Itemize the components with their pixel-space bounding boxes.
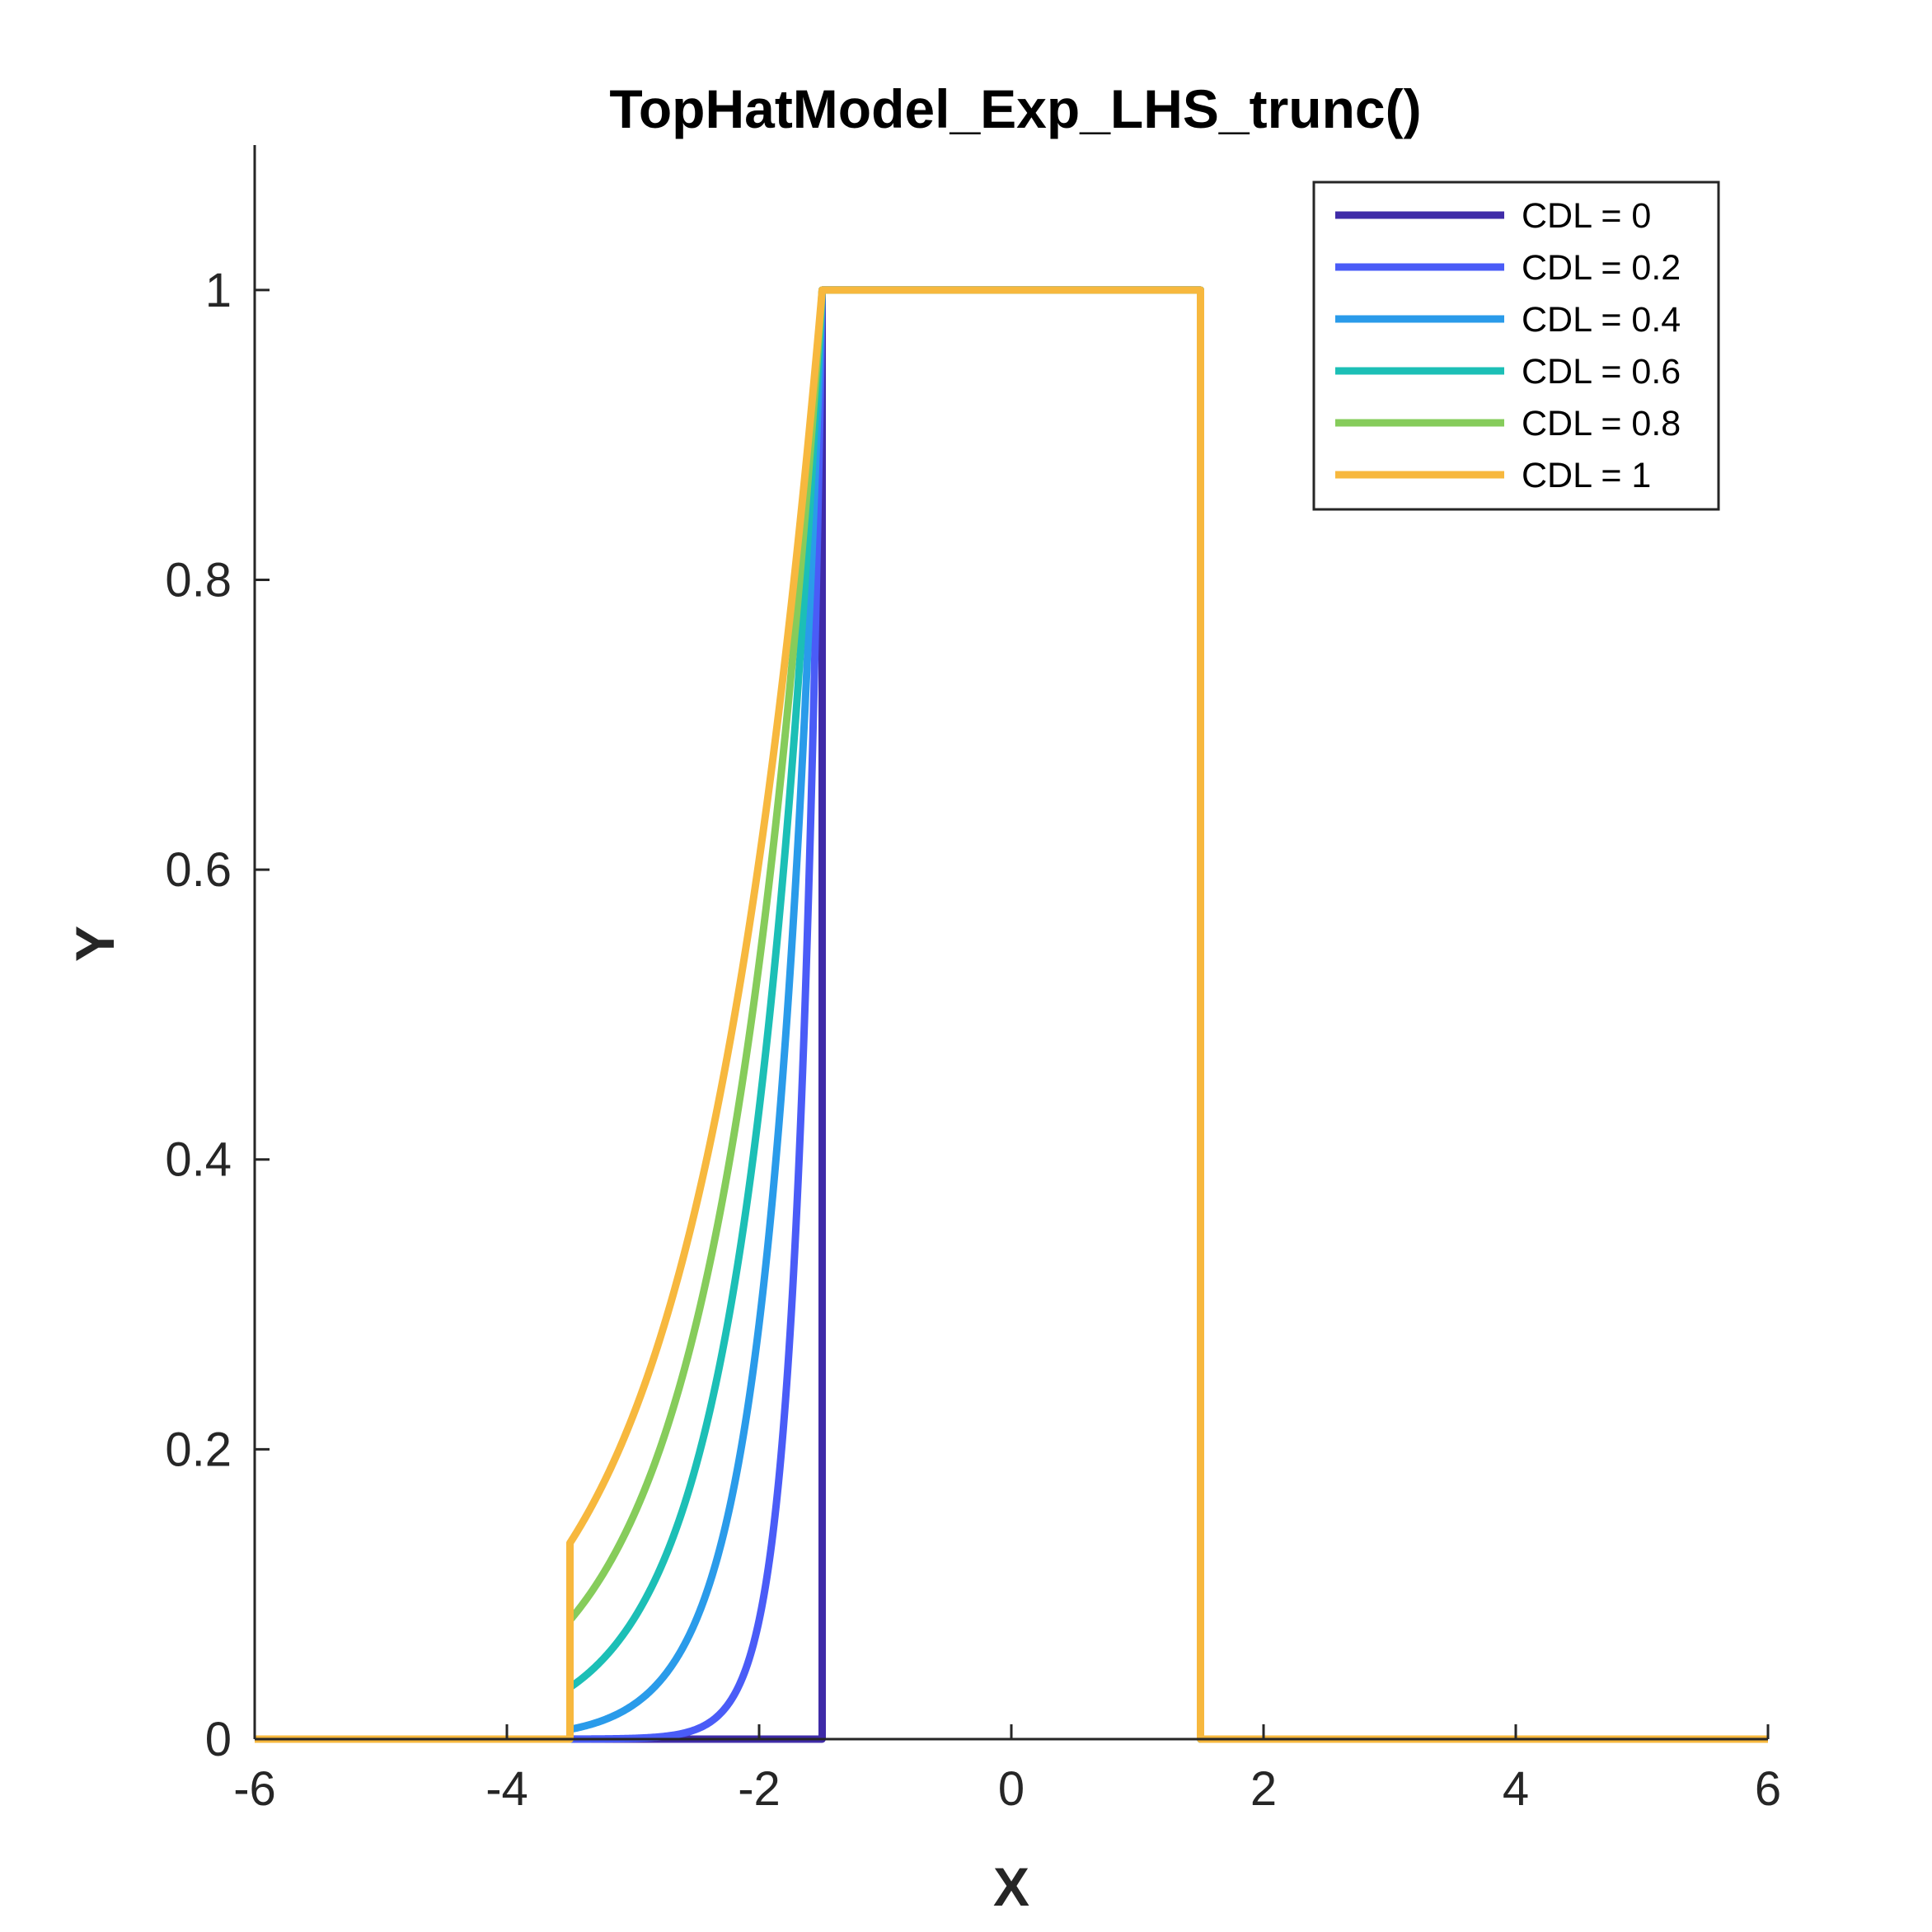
x-tick-label: 6 [1755, 1762, 1781, 1816]
series-line-5 [255, 286, 1768, 1743]
x-axis-label: X [993, 1856, 1029, 1917]
legend-label: CDL = 0.2 [1522, 248, 1681, 288]
y-tick-label: 0.8 [165, 553, 232, 607]
legend-label: CDL = 0.6 [1522, 352, 1681, 392]
legend-box [1312, 181, 1720, 511]
chart-title: TopHatModel_Exp_LHS_trunc() [609, 78, 1421, 139]
legend-label: CDL = 0.4 [1522, 300, 1681, 340]
x-ticks: -6 -4 -2 0 2 4 6 [233, 1724, 1781, 1816]
legend-items: CDL = 0 CDL = 0.2 CDL = 0.4 CDL = 0.6 CDL = … [1335, 196, 1681, 495]
legend-label: CDL = 0.8 [1522, 404, 1681, 443]
y-ticks: 0 0.2 0.4 0.6 0.8 1 [165, 264, 270, 1766]
y-tick-label: 0.4 [165, 1133, 232, 1187]
y-axis-label: Y [64, 926, 125, 962]
x-tick-label: -2 [738, 1762, 781, 1816]
y-tick-label: 0 [205, 1713, 232, 1766]
x-tick-label: 2 [1250, 1762, 1277, 1816]
y-tick-label: 0.6 [165, 843, 232, 897]
series-line-2 [255, 286, 1768, 1743]
legend-label: CDL = 1 [1522, 456, 1651, 495]
x-tick-label: -4 [485, 1762, 528, 1816]
x-tick-label: 0 [998, 1762, 1025, 1816]
x-tick-label: -6 [233, 1762, 276, 1816]
series-line-4 [255, 286, 1768, 1743]
series-line-3 [255, 286, 1768, 1743]
x-tick-label: 4 [1503, 1762, 1529, 1816]
legend-label: CDL = 0 [1522, 196, 1651, 236]
y-tick-label: 1 [205, 264, 232, 317]
y-tick-label: 0.2 [165, 1423, 232, 1476]
legend: CDL = 0 CDL = 0.2 CDL = 0.4 CDL = 0.6 CDL = … [1312, 181, 1720, 511]
